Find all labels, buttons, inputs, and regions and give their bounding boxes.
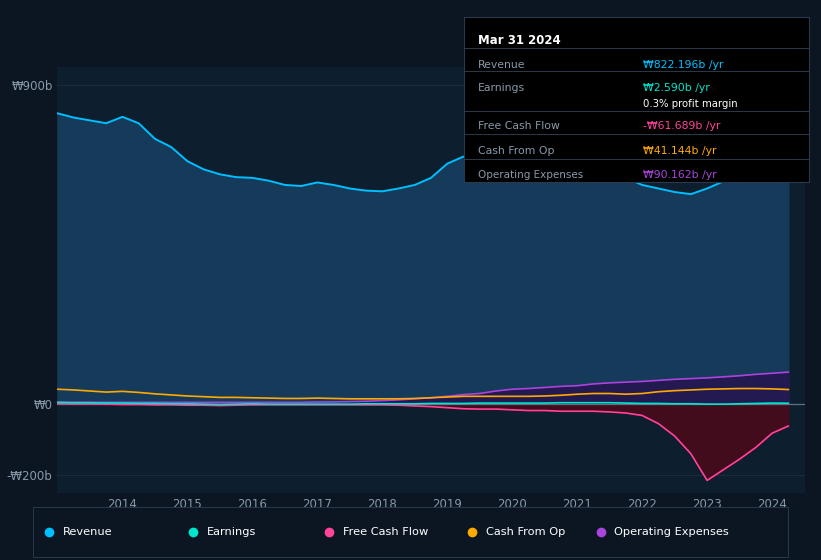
Text: ₩822.196b /yr: ₩822.196b /yr [643, 60, 723, 70]
Text: 0.3% profit margin: 0.3% profit margin [643, 100, 738, 109]
Text: ₩41.144b /yr: ₩41.144b /yr [643, 146, 717, 156]
Text: Revenue: Revenue [63, 527, 112, 537]
Text: ₩2.590b /yr: ₩2.590b /yr [643, 83, 710, 93]
Text: Operating Expenses: Operating Expenses [614, 527, 729, 537]
Text: ₩90.162b /yr: ₩90.162b /yr [643, 170, 717, 180]
Text: Free Cash Flow: Free Cash Flow [342, 527, 428, 537]
Text: Cash From Op: Cash From Op [478, 146, 554, 156]
Text: Earnings: Earnings [478, 83, 525, 93]
Text: Cash From Op: Cash From Op [486, 527, 566, 537]
Text: Operating Expenses: Operating Expenses [478, 170, 583, 180]
Text: Revenue: Revenue [478, 60, 525, 70]
Text: Earnings: Earnings [207, 527, 256, 537]
Text: Mar 31 2024: Mar 31 2024 [478, 34, 561, 47]
Text: Free Cash Flow: Free Cash Flow [478, 121, 560, 131]
Text: -₩61.689b /yr: -₩61.689b /yr [643, 121, 721, 131]
